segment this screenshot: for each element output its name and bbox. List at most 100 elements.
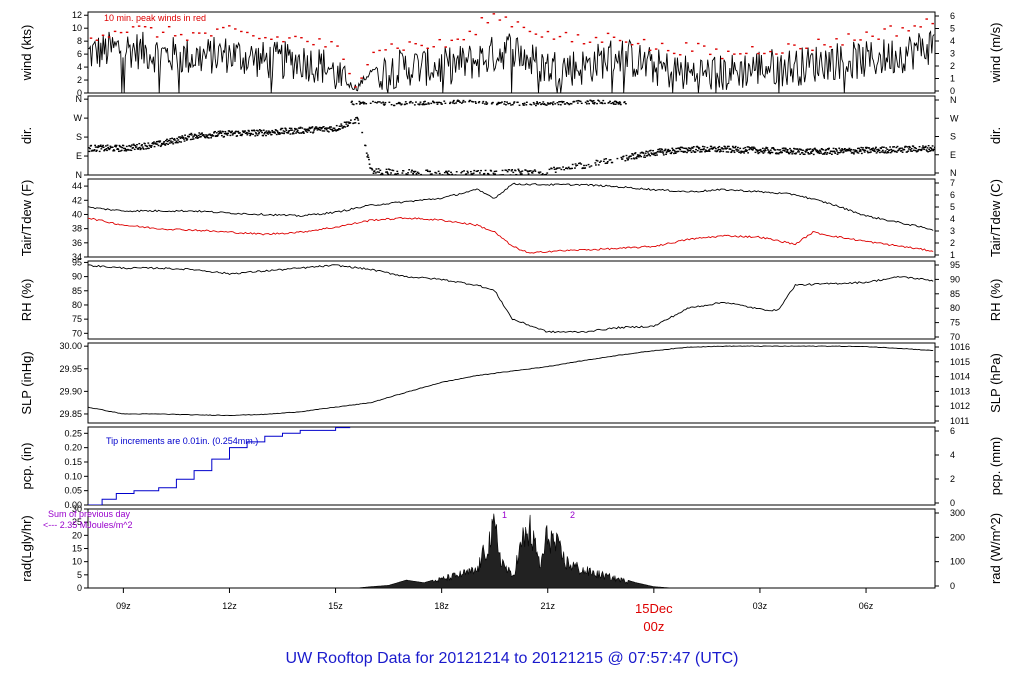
- dir-point: [316, 129, 319, 131]
- dir-point: [815, 150, 818, 153]
- dir-point: [837, 152, 840, 154]
- dir-point: [241, 130, 244, 132]
- dir-point: [838, 147, 841, 149]
- wind-peak-mark: [396, 47, 399, 49]
- dir-point: [575, 165, 577, 167]
- dir-point: [344, 126, 347, 128]
- dir-point: [657, 148, 660, 151]
- dir-point: [922, 147, 925, 149]
- dir-point: [235, 130, 237, 133]
- dir-point: [782, 149, 785, 152]
- dir-point: [731, 145, 734, 148]
- wind-peak-mark: [618, 39, 622, 42]
- panel-frame-slp: [87, 342, 936, 424]
- dir-point: [771, 151, 774, 154]
- dir-point: [481, 102, 484, 104]
- dir-point: [278, 131, 281, 134]
- wind-peak-mark: [871, 35, 874, 37]
- wind-peak-mark: [390, 43, 393, 45]
- tick-label-right: 1012: [950, 401, 970, 411]
- tick-label-left: 36: [72, 238, 82, 248]
- dir-point: [475, 102, 477, 104]
- dir-point: [695, 148, 697, 151]
- dir-point: [353, 118, 356, 121]
- dir-point: [106, 144, 109, 146]
- dir-point: [627, 158, 630, 161]
- dir-point: [162, 143, 164, 145]
- wind-peak-mark: [889, 25, 892, 27]
- dir-point: [789, 151, 792, 154]
- dir-point: [142, 148, 145, 150]
- dir-point: [427, 102, 430, 104]
- dir-point: [403, 174, 405, 175]
- dir-point: [692, 150, 695, 152]
- dir-point: [578, 100, 581, 102]
- dir-point: [713, 146, 716, 148]
- wind-peak-mark: [660, 42, 664, 45]
- dir-point: [333, 127, 336, 129]
- dir-point: [347, 124, 349, 127]
- dir-point: [443, 100, 446, 102]
- dir-point: [350, 101, 353, 103]
- dir-point: [100, 148, 103, 150]
- dir-point: [887, 151, 890, 154]
- tick-label-right: 2: [950, 474, 955, 484]
- dir-point: [444, 102, 447, 104]
- dir-point: [554, 103, 557, 105]
- dir-point: [218, 132, 220, 135]
- dir-point: [469, 99, 472, 102]
- wind-peak-mark: [522, 26, 526, 29]
- dir-point: [688, 149, 691, 152]
- dir-point: [770, 147, 773, 149]
- dir-point: [297, 127, 300, 129]
- tick-label-left: 70: [72, 328, 82, 338]
- dir-point: [788, 152, 791, 155]
- wind-peak-mark: [913, 25, 916, 27]
- tick-label-right: 2: [950, 238, 955, 248]
- dir-point: [883, 146, 885, 148]
- dir-point: [366, 154, 369, 156]
- dir-point: [830, 153, 833, 156]
- dir-point: [786, 149, 789, 151]
- tick-label-right: 4: [950, 214, 955, 224]
- dir-point: [890, 150, 893, 153]
- dir-point: [927, 151, 929, 153]
- dir-point: [409, 100, 412, 103]
- dir-point: [660, 151, 662, 153]
- dir-point: [910, 150, 912, 152]
- dir-point: [434, 171, 437, 174]
- dir-point: [872, 147, 875, 149]
- dir-point: [218, 132, 221, 134]
- dir-point: [817, 151, 820, 153]
- dir-point: [206, 136, 209, 139]
- dir-point: [540, 174, 543, 175]
- dir-point: [304, 128, 306, 130]
- dir-point: [220, 132, 223, 134]
- dir-point: [644, 152, 647, 154]
- tick-label-right: 1014: [950, 372, 970, 382]
- wind-peak-mark: [582, 43, 586, 45]
- dir-point: [106, 149, 108, 152]
- dir-point: [701, 148, 704, 151]
- dir-point: [731, 149, 734, 152]
- dir-point: [257, 133, 260, 135]
- dir-point: [786, 150, 789, 152]
- dir-point: [509, 174, 512, 175]
- dir-point: [527, 173, 530, 175]
- dir-point: [862, 147, 864, 149]
- dir-point: [471, 100, 473, 103]
- dir-point: [301, 127, 304, 129]
- dir-point: [278, 133, 280, 135]
- dir-point: [420, 173, 422, 175]
- dir-point: [94, 146, 97, 148]
- dir-point: [725, 151, 728, 153]
- dir-point: [349, 119, 352, 121]
- dir-point: [794, 153, 797, 155]
- dir-point: [853, 153, 855, 155]
- dir-point: [366, 156, 369, 158]
- dir-point: [171, 137, 173, 140]
- dir-point: [169, 138, 172, 140]
- dir-point: [585, 103, 588, 105]
- dir-point: [880, 147, 882, 150]
- dir-point: [120, 146, 123, 148]
